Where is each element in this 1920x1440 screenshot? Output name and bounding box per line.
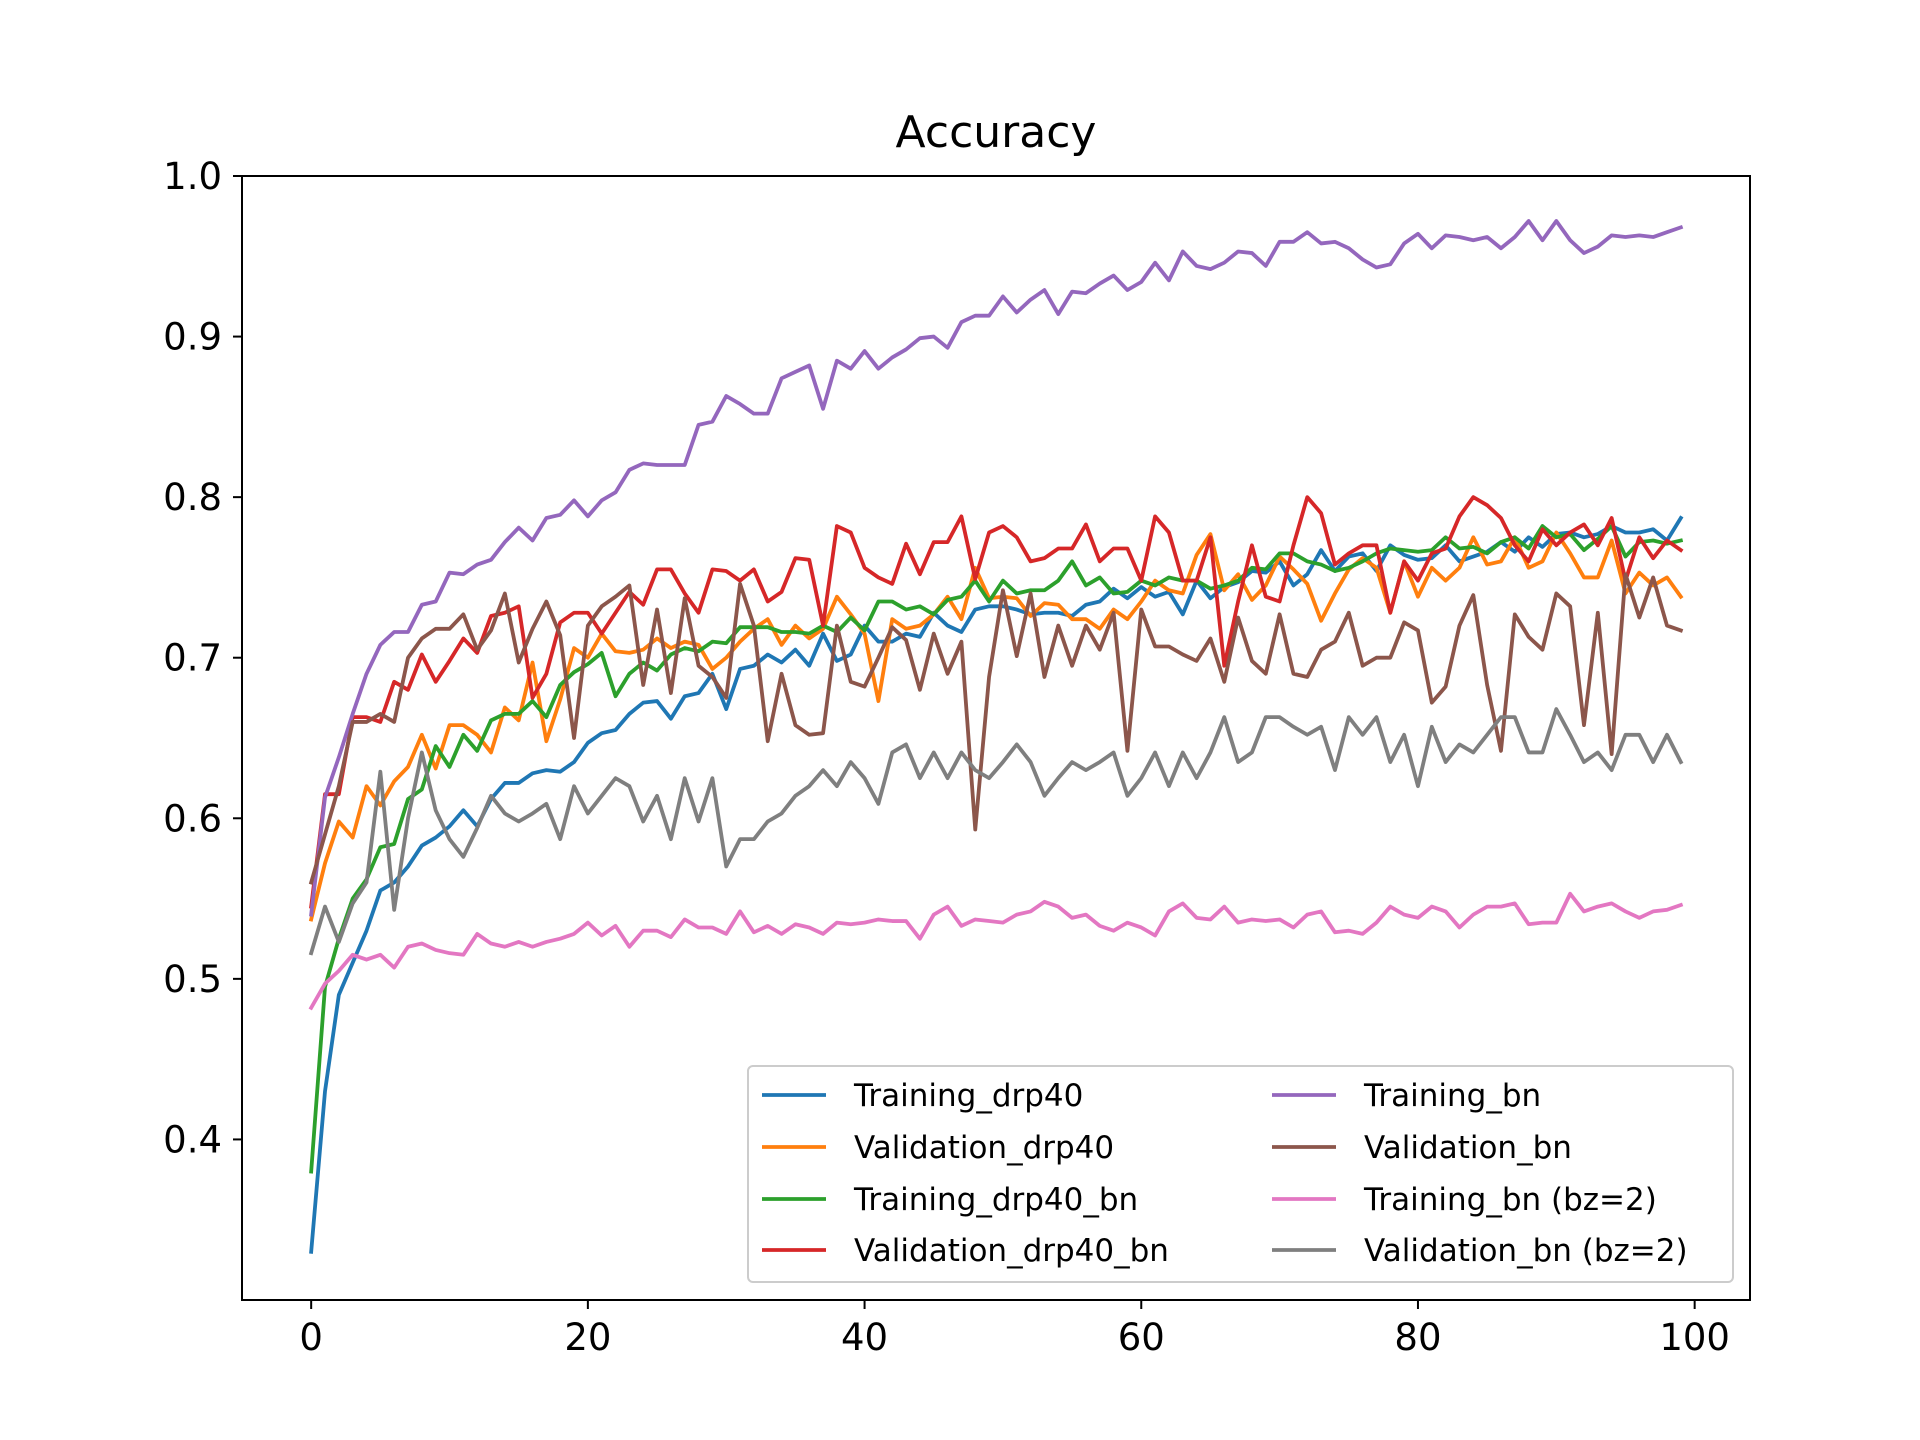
legend-item-validation-bn: Validation_bn xyxy=(1272,1130,1572,1166)
y-tick-label: 0.6 xyxy=(163,797,222,840)
legend-label: Validation_drp40_bn xyxy=(854,1233,1169,1269)
legend-item-validation-bn-bz-2: Validation_bn (bz=2) xyxy=(1272,1233,1688,1269)
x-tick-label: 80 xyxy=(1394,1316,1441,1359)
series-layer xyxy=(308,219,1684,1254)
legend-label: Validation_drp40 xyxy=(854,1130,1114,1166)
y-tick-label: 0.9 xyxy=(163,316,222,359)
series-line-training-bn xyxy=(309,219,1684,917)
y-tick-label: 0.8 xyxy=(163,476,222,519)
legend-label: Training_drp40 xyxy=(853,1078,1083,1114)
y-tick-label: 1.0 xyxy=(163,155,222,198)
legend-label: Validation_bn (bz=2) xyxy=(1364,1233,1688,1269)
series-line-validation-drp40-bn xyxy=(309,495,1684,909)
legend-item-validation-drp40: Validation_drp40 xyxy=(762,1130,1114,1166)
x-tick-label: 40 xyxy=(841,1316,888,1359)
legend-item-training-bn-bz-2: Training_bn (bz=2) xyxy=(1272,1182,1657,1218)
axes-layer: 0 20 40 60 80 100 0.4 0.5 0.6 0.7 0.8 0.9 1.0 xyxy=(163,155,1730,1359)
y-tick-label: 0.7 xyxy=(163,637,222,680)
legend-label: Validation_bn xyxy=(1364,1130,1572,1166)
series-line-training-bn-bz-2 xyxy=(308,891,1684,1011)
x-tick-label: 100 xyxy=(1659,1316,1730,1359)
legend-item-training-drp40: Training_drp40 xyxy=(762,1078,1083,1114)
y-tick-label: 0.5 xyxy=(163,958,222,1001)
series-line-training-drp40 xyxy=(309,515,1684,1254)
x-tick-label: 0 xyxy=(299,1316,323,1359)
series-line-validation-drp40 xyxy=(308,530,1684,922)
x-tick-label: 20 xyxy=(564,1316,611,1359)
legend-label: Training_drp40_bn xyxy=(853,1182,1138,1218)
x-tick-label: 60 xyxy=(1118,1316,1165,1359)
legend-box xyxy=(747,1065,1734,1283)
plot-frame xyxy=(241,175,1751,1301)
legend-item-validation-drp40-bn: Validation_drp40_bn xyxy=(762,1233,1169,1269)
chart-title: Accuracy xyxy=(896,107,1097,158)
series-line-validation-bn xyxy=(308,572,1684,885)
legend-item-training-bn: Training_bn xyxy=(1272,1078,1541,1114)
y-tick-label: 0.4 xyxy=(163,1118,222,1161)
series-line-training-drp40-bn xyxy=(309,524,1684,1174)
legend: Training_drp40 Validation_drp40 Training_d… xyxy=(747,1065,1734,1283)
legend-label: Training_bn (bz=2) xyxy=(1363,1182,1657,1218)
legend-item-training-drp40-bn: Training_drp40_bn xyxy=(762,1182,1138,1218)
legend-label: Training_bn xyxy=(1363,1078,1541,1114)
series-line-validation-bn-bz-2 xyxy=(308,707,1684,956)
